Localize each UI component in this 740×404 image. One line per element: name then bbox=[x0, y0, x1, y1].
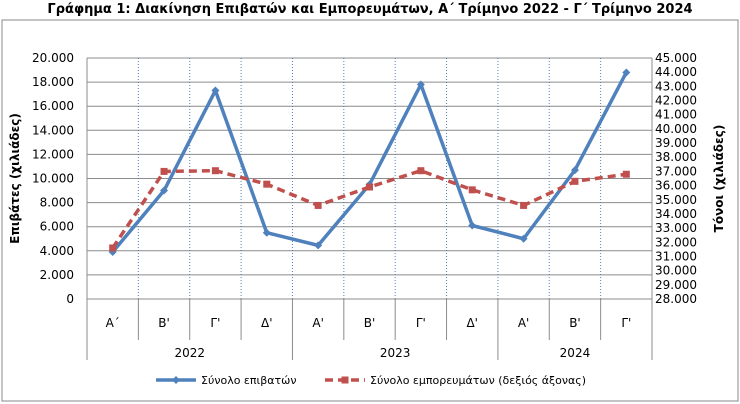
y-tick-label: 18.000 bbox=[32, 75, 74, 89]
group-label: 2022 bbox=[174, 346, 205, 360]
group-label: 2024 bbox=[560, 346, 591, 360]
series-marker bbox=[262, 228, 271, 237]
y2-tick-label: 44.000 bbox=[655, 65, 697, 79]
chart-title: Γράφημα 1: Διακίνηση Επιβατών και Εμπορε… bbox=[47, 2, 693, 17]
y2-tick-label: 39.000 bbox=[655, 136, 697, 150]
series-marker bbox=[314, 241, 323, 250]
y2-tick-label: 32.000 bbox=[655, 235, 697, 249]
series-marker bbox=[571, 177, 579, 185]
y-tick-label: 6.000 bbox=[40, 220, 74, 234]
y2-tick-label: 45.000 bbox=[655, 51, 697, 65]
series-marker bbox=[519, 234, 528, 243]
chart-frame bbox=[1, 19, 739, 402]
y2-axis-title: Τόνοι (χιλιάδες) bbox=[712, 125, 726, 233]
series-marker bbox=[314, 201, 322, 209]
y2-tick-label: 37.000 bbox=[655, 164, 697, 178]
group-label: 2023 bbox=[380, 346, 411, 360]
x-tick-label: Β' bbox=[158, 316, 170, 330]
y-tick-label: 20.000 bbox=[32, 51, 74, 65]
x-tick-label: Δ' bbox=[466, 316, 478, 330]
x-tick-label: Δ' bbox=[261, 316, 273, 330]
x-tick-label: Γ' bbox=[621, 316, 631, 330]
x-tick-label: Α΄ bbox=[106, 316, 120, 330]
y-tick-label: 10.000 bbox=[32, 172, 74, 186]
y2-tick-label: 34.000 bbox=[655, 207, 697, 221]
y-tick-label: 4.000 bbox=[40, 244, 74, 258]
series-marker bbox=[416, 80, 425, 89]
y-tick-label: 14.000 bbox=[32, 123, 74, 137]
y-tick-label: 0 bbox=[66, 292, 74, 306]
y-tick-label: 8.000 bbox=[40, 196, 74, 210]
x-tick-label: Γ' bbox=[416, 316, 426, 330]
series-marker bbox=[468, 186, 476, 194]
series-marker bbox=[211, 167, 219, 175]
series-marker bbox=[622, 68, 631, 77]
y2-tick-label: 40.000 bbox=[655, 122, 697, 136]
x-tick-label: Α' bbox=[518, 316, 530, 330]
series-marker bbox=[263, 180, 271, 188]
legend-label: Σύνολο επιβατών bbox=[201, 374, 296, 387]
y2-tick-label: 30.000 bbox=[655, 264, 697, 278]
x-tick-label: Β' bbox=[364, 316, 376, 330]
x-tick-label: Α' bbox=[312, 316, 324, 330]
y-tick-label: 2.000 bbox=[40, 268, 74, 282]
series-marker bbox=[417, 167, 425, 175]
y2-tick-label: 36.000 bbox=[655, 179, 697, 193]
series-marker bbox=[622, 170, 630, 178]
series-marker bbox=[366, 183, 373, 191]
x-tick-label: Β' bbox=[569, 316, 581, 330]
y2-tick-label: 43.000 bbox=[655, 79, 697, 93]
legend-marker bbox=[341, 376, 349, 384]
series-marker bbox=[211, 86, 220, 95]
y2-tick-label: 28.000 bbox=[655, 292, 697, 306]
y2-tick-label: 33.000 bbox=[655, 221, 697, 235]
series-line bbox=[111, 71, 628, 254]
y-axis-title: Επιβάτες (χιλιάδες) bbox=[8, 113, 22, 244]
legend-label: Σύνολο εμπορευμάτων (δεξιός άξονας) bbox=[370, 374, 586, 387]
series-marker bbox=[468, 221, 477, 230]
x-tick-label: Γ' bbox=[210, 316, 220, 330]
y-tick-label: 12.000 bbox=[32, 147, 74, 161]
y-tick-label: 16.000 bbox=[32, 99, 74, 113]
series-marker bbox=[520, 201, 528, 209]
series-marker bbox=[160, 186, 169, 195]
legend-marker bbox=[172, 376, 180, 384]
series-marker bbox=[570, 166, 579, 175]
y2-tick-label: 31.000 bbox=[655, 249, 697, 263]
y2-tick-label: 38.000 bbox=[655, 150, 697, 164]
y2-tick-label: 42.000 bbox=[655, 94, 697, 108]
y2-tick-label: 41.000 bbox=[655, 108, 697, 122]
series-marker bbox=[160, 167, 168, 175]
y2-tick-label: 29.000 bbox=[655, 278, 697, 292]
series-marker bbox=[109, 244, 117, 252]
y2-tick-label: 35.000 bbox=[655, 193, 697, 207]
